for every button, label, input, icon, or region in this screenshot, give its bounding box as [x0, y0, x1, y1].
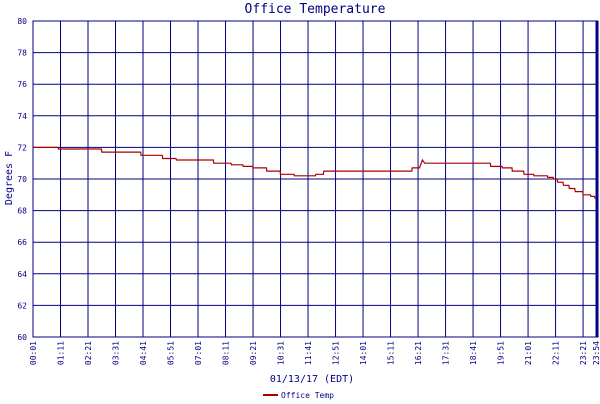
y-tick-label: 70 [17, 175, 27, 184]
x-tick-label: 23:21 [579, 341, 588, 365]
x-tick-label: 23:54 [592, 341, 600, 365]
y-tick-label: 72 [17, 143, 27, 152]
x-tick-label: 04:41 [139, 341, 148, 365]
frame-layer [32, 20, 599, 338]
x-tick-label: 11:41 [304, 341, 313, 365]
x-tick-label: 16:21 [414, 341, 423, 365]
x-tick-label: 03:31 [112, 341, 121, 365]
x-tick-label: 08:11 [222, 341, 231, 365]
x-tick-label: 14:01 [359, 341, 368, 365]
x-tick-label: 18:41 [469, 341, 478, 365]
y-tick-label: 62 [17, 301, 27, 310]
x-tick-label: 22:11 [552, 341, 561, 365]
x-tick-label: 00:01 [29, 341, 38, 365]
x-tick-label: 12:51 [332, 341, 341, 365]
y-axis-label: Degrees F [4, 151, 15, 205]
x-tick-label: 02:21 [84, 341, 93, 365]
x-tick-label: 17:31 [442, 341, 451, 365]
x-tick-label: 15:11 [387, 341, 396, 365]
y-tick-label: 76 [17, 80, 27, 89]
y-tick-label: 68 [17, 207, 27, 216]
chart-title: Office Temperature [245, 2, 386, 17]
x-tick-label: 01:11 [57, 341, 66, 365]
x-axis-label: 01/13/17 (EDT) [270, 374, 354, 385]
x-tick-label: 10:31 [277, 341, 286, 365]
series-line-office-temp [33, 146, 598, 199]
x-tick-label: 07:01 [194, 341, 203, 365]
y-tick-label: 74 [17, 112, 27, 121]
x-tick-label: 19:51 [497, 341, 506, 365]
x-tick-labels: 00:01 01:11 02:21 03:31 04:41 05:51 07:01 08:11… [29, 341, 600, 365]
legend-label: Office Temp [281, 391, 334, 400]
x-tick-label: 09:21 [249, 341, 258, 365]
y-tick-labels: 60 62 64 66 68 70 72 74 76 78 80 [17, 17, 27, 342]
y-tick-label: 78 [17, 49, 27, 58]
y-tick-label: 60 [17, 333, 27, 342]
legend: Office Temp [263, 391, 334, 400]
x-tick-label: 05:51 [167, 341, 176, 365]
y-tick-label: 64 [17, 270, 27, 279]
series-layer [33, 146, 598, 199]
x-tick-label: 21:01 [524, 341, 533, 365]
y-tick-label: 80 [17, 17, 27, 26]
grid-layer [32, 20, 598, 338]
y-tick-label: 66 [17, 238, 27, 247]
